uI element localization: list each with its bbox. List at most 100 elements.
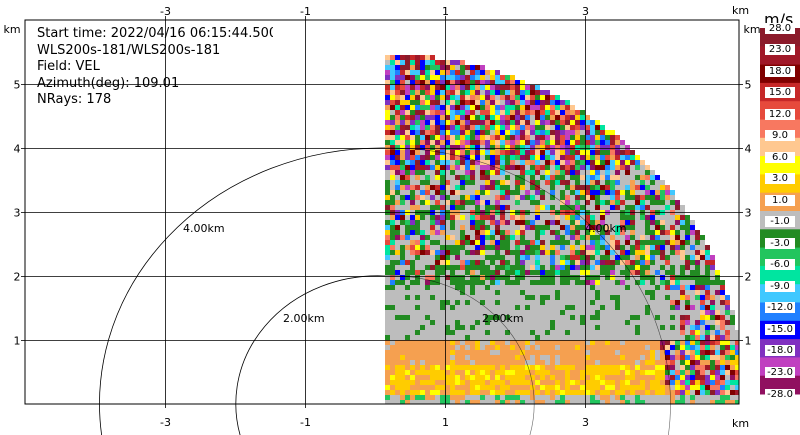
velocity-cell (490, 170, 495, 175)
velocity-cell (445, 325, 450, 330)
velocity-cell (405, 215, 410, 220)
velocity-cell (725, 400, 730, 404)
velocity-cell (730, 345, 735, 350)
velocity-cell (540, 180, 545, 185)
velocity-cell (715, 295, 720, 300)
velocity-cell (425, 240, 430, 245)
velocity-cell (610, 295, 615, 300)
velocity-cell (575, 115, 580, 120)
velocity-cell (540, 105, 545, 110)
velocity-cell (435, 255, 440, 260)
velocity-cell (515, 355, 520, 360)
velocity-cell (520, 85, 525, 90)
velocity-cell (585, 150, 590, 155)
velocity-cell (530, 85, 535, 90)
velocity-cell (620, 245, 625, 250)
velocity-cell (665, 275, 670, 280)
velocity-cell (600, 255, 605, 260)
velocity-cell (555, 250, 560, 255)
velocity-cell (655, 310, 660, 315)
velocity-cell (595, 340, 600, 345)
velocity-cell (720, 360, 725, 365)
velocity-cell (550, 300, 555, 305)
velocity-cell (560, 130, 565, 135)
velocity-cell (655, 295, 660, 300)
velocity-cell (410, 295, 415, 300)
velocity-cell (440, 105, 445, 110)
velocity-cell (480, 145, 485, 150)
velocity-cell (470, 310, 475, 315)
velocity-cell (390, 205, 395, 210)
velocity-cell (685, 385, 690, 390)
velocity-cell (590, 310, 595, 315)
velocity-cell (565, 285, 570, 290)
velocity-cell (690, 230, 695, 235)
velocity-cell (420, 350, 425, 355)
velocity-cell (410, 155, 415, 160)
y-tick-label-right: 4 (745, 143, 752, 156)
velocity-cell (590, 305, 595, 310)
velocity-cell (445, 195, 450, 200)
velocity-cell (445, 360, 450, 365)
velocity-cell (610, 340, 615, 345)
velocity-cell (680, 360, 685, 365)
velocity-cell (680, 290, 685, 295)
velocity-cell (535, 120, 540, 125)
velocity-cell (475, 225, 480, 230)
velocity-cell (670, 375, 675, 380)
velocity-cell (555, 185, 560, 190)
velocity-cell (445, 185, 450, 190)
velocity-cell (450, 105, 455, 110)
velocity-cell (410, 160, 415, 165)
velocity-cell (615, 255, 620, 260)
velocity-cell (510, 140, 515, 145)
velocity-cell (405, 110, 410, 115)
velocity-cell (625, 400, 630, 404)
velocity-cell (580, 170, 585, 175)
velocity-cell (425, 265, 430, 270)
velocity-cell (510, 240, 515, 245)
velocity-cell (510, 340, 515, 345)
velocity-cell (595, 390, 600, 395)
velocity-cell (675, 320, 680, 325)
velocity-cell (630, 365, 635, 370)
velocity-cell (565, 400, 570, 404)
velocity-cell (610, 275, 615, 280)
velocity-cell (710, 310, 715, 315)
velocity-cell (405, 115, 410, 120)
velocity-cell (620, 255, 625, 260)
velocity-cell (560, 120, 565, 125)
velocity-cell (530, 385, 535, 390)
velocity-cell (640, 310, 645, 315)
velocity-cell (565, 150, 570, 155)
velocity-cell (510, 180, 515, 185)
velocity-cell (630, 150, 635, 155)
velocity-cell (425, 285, 430, 290)
velocity-cell (660, 320, 665, 325)
velocity-cell (575, 290, 580, 295)
velocity-cell (445, 280, 450, 285)
velocity-cell (470, 320, 475, 325)
velocity-cell (450, 245, 455, 250)
velocity-cell (400, 285, 405, 290)
velocity-cell (435, 335, 440, 340)
velocity-cell (505, 265, 510, 270)
velocity-cell (505, 155, 510, 160)
velocity-cell (505, 75, 510, 80)
velocity-cell (550, 325, 555, 330)
velocity-cell (430, 320, 435, 325)
velocity-cell (550, 390, 555, 395)
velocity-cell (480, 190, 485, 195)
velocity-cell (550, 100, 555, 105)
velocity-cell (595, 315, 600, 320)
velocity-cell (390, 165, 395, 170)
velocity-cell (445, 350, 450, 355)
velocity-cell (395, 110, 400, 115)
velocity-cell (715, 360, 720, 365)
velocity-cell (415, 335, 420, 340)
velocity-cell (455, 320, 460, 325)
velocity-cell (500, 375, 505, 380)
velocity-cell (665, 270, 670, 275)
velocity-cell (595, 190, 600, 195)
velocity-cell (680, 230, 685, 235)
